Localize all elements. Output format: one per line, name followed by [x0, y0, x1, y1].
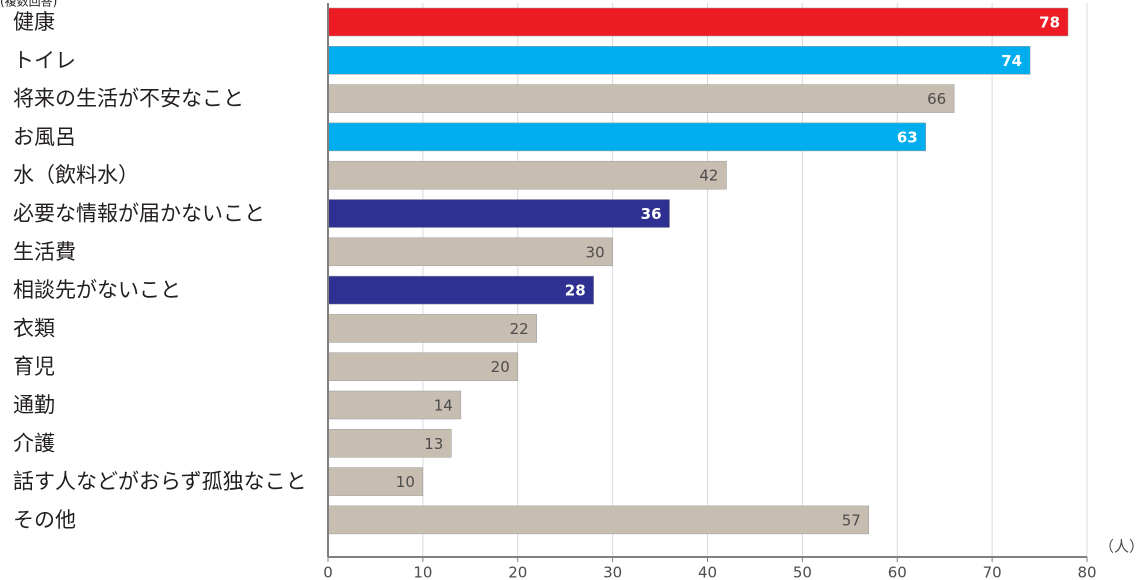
bar — [327, 122, 926, 152]
category-label: 水（飲料水） — [13, 163, 139, 187]
bar-value-label: 10 — [396, 473, 415, 491]
bar-value-label: 78 — [1039, 14, 1060, 32]
bars: 78 74 66 63 42 36 30 28 22 20 14 13 10 57 — [327, 7, 1069, 535]
x-tick-label: 80 — [1077, 564, 1096, 580]
category-label: 話す人などがおらず孤独なこと — [13, 470, 307, 494]
bar-value-label: 14 — [434, 397, 453, 415]
bar-value-label: 20 — [491, 358, 510, 376]
bar — [327, 314, 537, 343]
bar-value-label: 63 — [897, 128, 918, 146]
category-label: 通勤 — [13, 393, 55, 417]
bar — [327, 505, 870, 535]
bar — [327, 467, 424, 496]
bar-value-label: 30 — [586, 243, 605, 261]
category-label: 育児 — [13, 355, 55, 379]
bar — [327, 352, 518, 381]
category-label: 健康 — [13, 10, 55, 34]
bar — [327, 199, 670, 228]
bar-value-label: 22 — [510, 320, 529, 338]
bar-value-label: 66 — [927, 90, 946, 108]
category-label: 介護 — [13, 431, 55, 455]
bar — [327, 429, 452, 458]
bar-value-label: 57 — [842, 511, 861, 529]
x-tick-label: 60 — [888, 564, 907, 580]
x-tick-label: 0 — [323, 564, 333, 580]
x-tick-label: 50 — [793, 564, 812, 580]
bar-value-label: 13 — [424, 435, 443, 453]
bar-value-label: 36 — [641, 205, 662, 223]
category-label: 生活費 — [13, 240, 76, 264]
category-label: 相談先がないこと — [13, 278, 181, 302]
bar — [327, 7, 1069, 37]
category-label: その他 — [13, 508, 76, 532]
bar — [327, 237, 613, 267]
x-tick-label: 40 — [698, 564, 717, 580]
category-label: トイレ — [13, 48, 76, 72]
x-tick-label: 10 — [413, 564, 432, 580]
top-mark: (複数回答) — [0, 0, 57, 9]
bar-value-label: 42 — [699, 167, 718, 185]
bar — [327, 160, 727, 190]
category-label: 衣類 — [13, 316, 55, 340]
category-label: 将来の生活が不安なこと — [13, 87, 244, 111]
bar — [327, 46, 1031, 75]
bar-value-label: 28 — [565, 282, 586, 300]
x-tick-label: 70 — [983, 564, 1002, 580]
x-tick-label: 30 — [603, 564, 622, 580]
bar — [327, 275, 594, 305]
x-axis: 0 10 20 30 40 50 60 70 80 — [323, 3, 1097, 580]
x-unit-label: （人） — [1099, 538, 1138, 556]
category-label: 必要な情報が届かないこと — [13, 202, 265, 226]
bar — [327, 84, 955, 113]
x-tick-label: 20 — [508, 564, 527, 580]
bar-value-label: 74 — [1001, 52, 1022, 70]
category-label: お風呂 — [13, 125, 76, 149]
